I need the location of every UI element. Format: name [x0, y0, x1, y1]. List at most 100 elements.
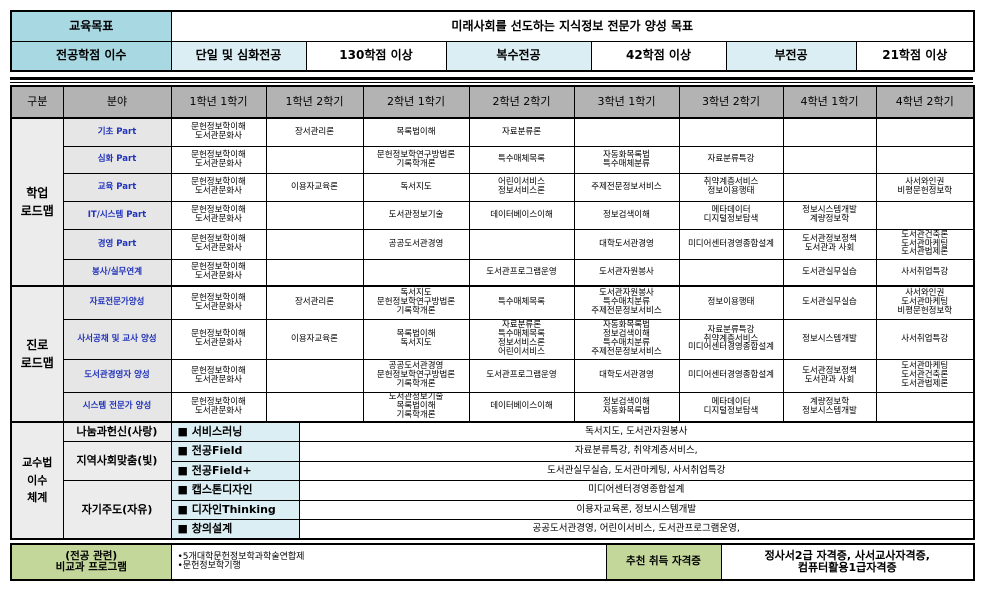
course-cell: 도서관정보기술 — [362, 200, 470, 230]
course-cell: 문헌정보학이해 도서관문화사 — [170, 145, 267, 174]
column-header: 3학년 1학기 — [573, 85, 680, 119]
column-header: 2학년 2학기 — [468, 85, 575, 119]
cert-label: 추천 취득 자격증 — [605, 543, 722, 581]
table-row: 학업 로드맵 기초 Part 문헌정보학이해 도서관문화사 장서관리론 목록법이해 자료분… — [10, 117, 975, 287]
course-cell: 특수매체목록 — [468, 285, 575, 320]
credit-value: 21학점 이상 — [855, 40, 975, 72]
course-cell: 어린이서비스 정보서비스론 — [468, 172, 575, 202]
teaching-row: 지역사회맞춤(빛) ■ 전공Field 자료분류특강, 취약계층서비스, — [11, 441, 975, 481]
teaching-category: 지역사회맞춤(빛) — [62, 441, 172, 481]
field-label: 봉사/실무연계 — [62, 258, 172, 287]
teaching-row: ■ 디자인Thinking 이용자교육론, 정보시스템개발 — [11, 499, 975, 520]
table-row: 봉사/실무연계 문헌정보학이해 도서관문화사 도서관프로그램운영 도서관자원봉사 도서관… — [11, 258, 975, 287]
teaching-method: ■ 디자인Thinking — [170, 499, 300, 520]
teaching-method-table: 교수법 이수 체계 나눔과헌신(사랑) ■ 서비스러닝 독서지도, 도서관자원봉사 지역… — [10, 421, 975, 540]
course-cell: 계량정보학 정보시스템개발 — [782, 391, 877, 423]
course-cell: 도서관실무실습 — [782, 285, 877, 320]
teaching-category: 나눔과헌신(사랑) — [62, 421, 172, 442]
course-cell — [265, 258, 364, 287]
credit-type: 단일 및 심화전공 — [170, 40, 307, 72]
course-cell — [265, 228, 364, 260]
course-cell: 자동화목록법 특수매체분류 — [573, 145, 680, 174]
column-header: 1학년 2학기 — [265, 85, 364, 119]
teaching-courses: 공공도서관경영, 어린이서비스, 도서관프로그램운영, — [298, 519, 975, 540]
teaching-courses: 이용자교육론, 정보시스템개발 — [298, 499, 975, 520]
course-cell — [678, 117, 784, 147]
course-cell: 장서관리론 — [265, 117, 364, 147]
course-cell: 대학도서관경영 — [573, 358, 680, 393]
course-cell: 도서관자원봉사 특수매치분류 주제전문정보서비스 — [573, 285, 680, 320]
field-label: 도서관경영자 양성 — [62, 358, 172, 393]
course-cell: 문헌정보학이해 도서관문화사 — [170, 200, 267, 230]
course-cell — [265, 200, 364, 230]
course-cell: 공공도서관경영 — [362, 228, 470, 260]
course-cell: 자료분류론 — [468, 117, 575, 147]
course-cell: 미디어센터경영종합설계 — [678, 358, 784, 393]
table-row: 진로 로드맵 자료전문가양성 문헌정보학이해 도서관문화사 장서관리론 독서지도 문헌정… — [10, 285, 975, 423]
credit-value: 42학점 이상 — [590, 40, 727, 72]
column-header: 구분 — [10, 85, 64, 119]
course-cell: 특수매체목록 — [468, 145, 575, 174]
course-cell: 자료분류특강 취약계층서비스 미디어센터경영종합설계 — [678, 318, 784, 360]
course-cell: 도서관정보기술 목록법이해 기록학개론 — [362, 391, 470, 423]
roadmap-table: 구분 분야 1학년 1학기 1학년 2학기 2학년 1학기 2학년 2학기 3학년 1학기 3… — [10, 85, 975, 423]
course-cell — [573, 117, 680, 147]
teaching-row: 교수법 이수 체계 나눔과헌신(사랑) ■ 서비스러닝 독서지도, 도서관자원봉사 — [10, 421, 975, 540]
column-header: 3학년 2학기 — [678, 85, 784, 119]
course-cell: 문헌정보학이해 도서관문화사 — [170, 258, 267, 287]
course-cell: 정보시스템개발 계량정보학 — [782, 200, 877, 230]
table-row: 시스템 전문가 양성 문헌정보학이해 도서관문화사 도서관정보기술 목록법이해 기록… — [11, 391, 975, 423]
course-cell: 정보이용행태 — [678, 285, 784, 320]
teaching-courses: 도서관실무실습, 도서관마케팅, 사서취업특강 — [298, 460, 975, 481]
course-cell: 문헌정보학연구방법론 기록학개론 — [362, 145, 470, 174]
course-cell — [362, 258, 470, 287]
course-cell: 목록법이해 독서지도 — [362, 318, 470, 360]
course-cell — [265, 358, 364, 393]
course-cell: 도서관실무실습 — [782, 258, 877, 287]
course-cell: 대학도서관경영 — [573, 228, 680, 260]
program-item: •문헌정보학기행 — [177, 561, 241, 571]
course-cell: 도서관정보정책 도서관과 사회 — [782, 228, 877, 260]
table-row: 경영 Part 문헌정보학이해 도서관문화사 공공도서관경영 대학도서관경영 미디어센터… — [11, 228, 975, 260]
program-label: (전공 관련) 비교과 프로그램 — [10, 543, 172, 581]
course-cell: 도서관자원봉사 — [573, 258, 680, 287]
course-cell: 주제전문정보서비스 — [573, 172, 680, 202]
course-cell: 도서관건축론 도서관마케팅 도서관법제론 — [875, 228, 975, 260]
table-row: IT/시스템 Part 문헌정보학이해 도서관문화사 도서관정보기술 데이터베이스이해… — [11, 200, 975, 230]
course-cell: 독서지도 문헌정보학연구방법론 기록학개론 — [362, 285, 470, 320]
course-cell: 사서와인권 도서관마케팅 비평문헌정보학 — [875, 285, 975, 320]
table-row: 도서관경영자 양성 문헌정보학이해 도서관문화사 공공도서관경영 문헌정보학연구방법… — [11, 358, 975, 393]
course-cell — [875, 117, 975, 147]
column-header: 4학년 1학기 — [782, 85, 877, 119]
course-cell: 사서취업특강 — [875, 258, 975, 287]
course-cell — [468, 228, 575, 260]
group-label: 진로 로드맵 — [10, 285, 64, 423]
field-label: 사서공채 및 교사 양성 — [62, 318, 172, 360]
teaching-row: ■ 창의설계 공공도서관경영, 어린이서비스, 도서관프로그램운영, — [11, 519, 975, 540]
field-label: 자료전문가양성 — [62, 285, 172, 320]
credit-type: 부전공 — [725, 40, 857, 72]
column-header: 2학년 1학기 — [362, 85, 470, 119]
column-header: 4학년 2학기 — [875, 85, 975, 119]
course-cell — [875, 200, 975, 230]
course-cell — [782, 172, 877, 202]
summary-table: 교육목표 미래사회를 선도하는 지식정보 전문가 양성 목표 전공학점 이수 단… — [10, 10, 976, 72]
course-cell: 미디어센터경영종합설계 — [678, 228, 784, 260]
teaching-courses: 독서지도, 도서관자원봉사 — [298, 421, 975, 442]
teaching-row: 자기주도(자유) ■ 캡스톤디자인 미디어센터경영종합설계 — [11, 480, 975, 540]
field-label: 경영 Part — [62, 228, 172, 260]
course-cell — [782, 145, 877, 174]
course-cell: 문헌정보학이해 도서관문화사 — [170, 117, 267, 147]
course-cell — [265, 145, 364, 174]
teaching-method: ■ 창의설계 — [170, 519, 300, 540]
goal-value: 미래사회를 선도하는 지식정보 전문가 양성 목표 — [170, 10, 975, 42]
course-cell: 도서관정보정책 도서관과 사회 — [782, 358, 877, 393]
course-cell: 정보시스템개발 — [782, 318, 877, 360]
teaching-courses: 자료분류특강, 취약계층서비스, — [298, 441, 975, 462]
course-cell: 사서와인권 비평문헌정보학 — [875, 172, 975, 202]
goal-label: 교육목표 — [10, 10, 172, 42]
course-cell: 사서취업특강 — [875, 318, 975, 360]
course-cell: 문헌정보학이해 도서관문화사 — [170, 391, 267, 423]
credit-value: 130학점 이상 — [305, 40, 447, 72]
teaching-method: ■ 전공Field — [170, 441, 300, 462]
